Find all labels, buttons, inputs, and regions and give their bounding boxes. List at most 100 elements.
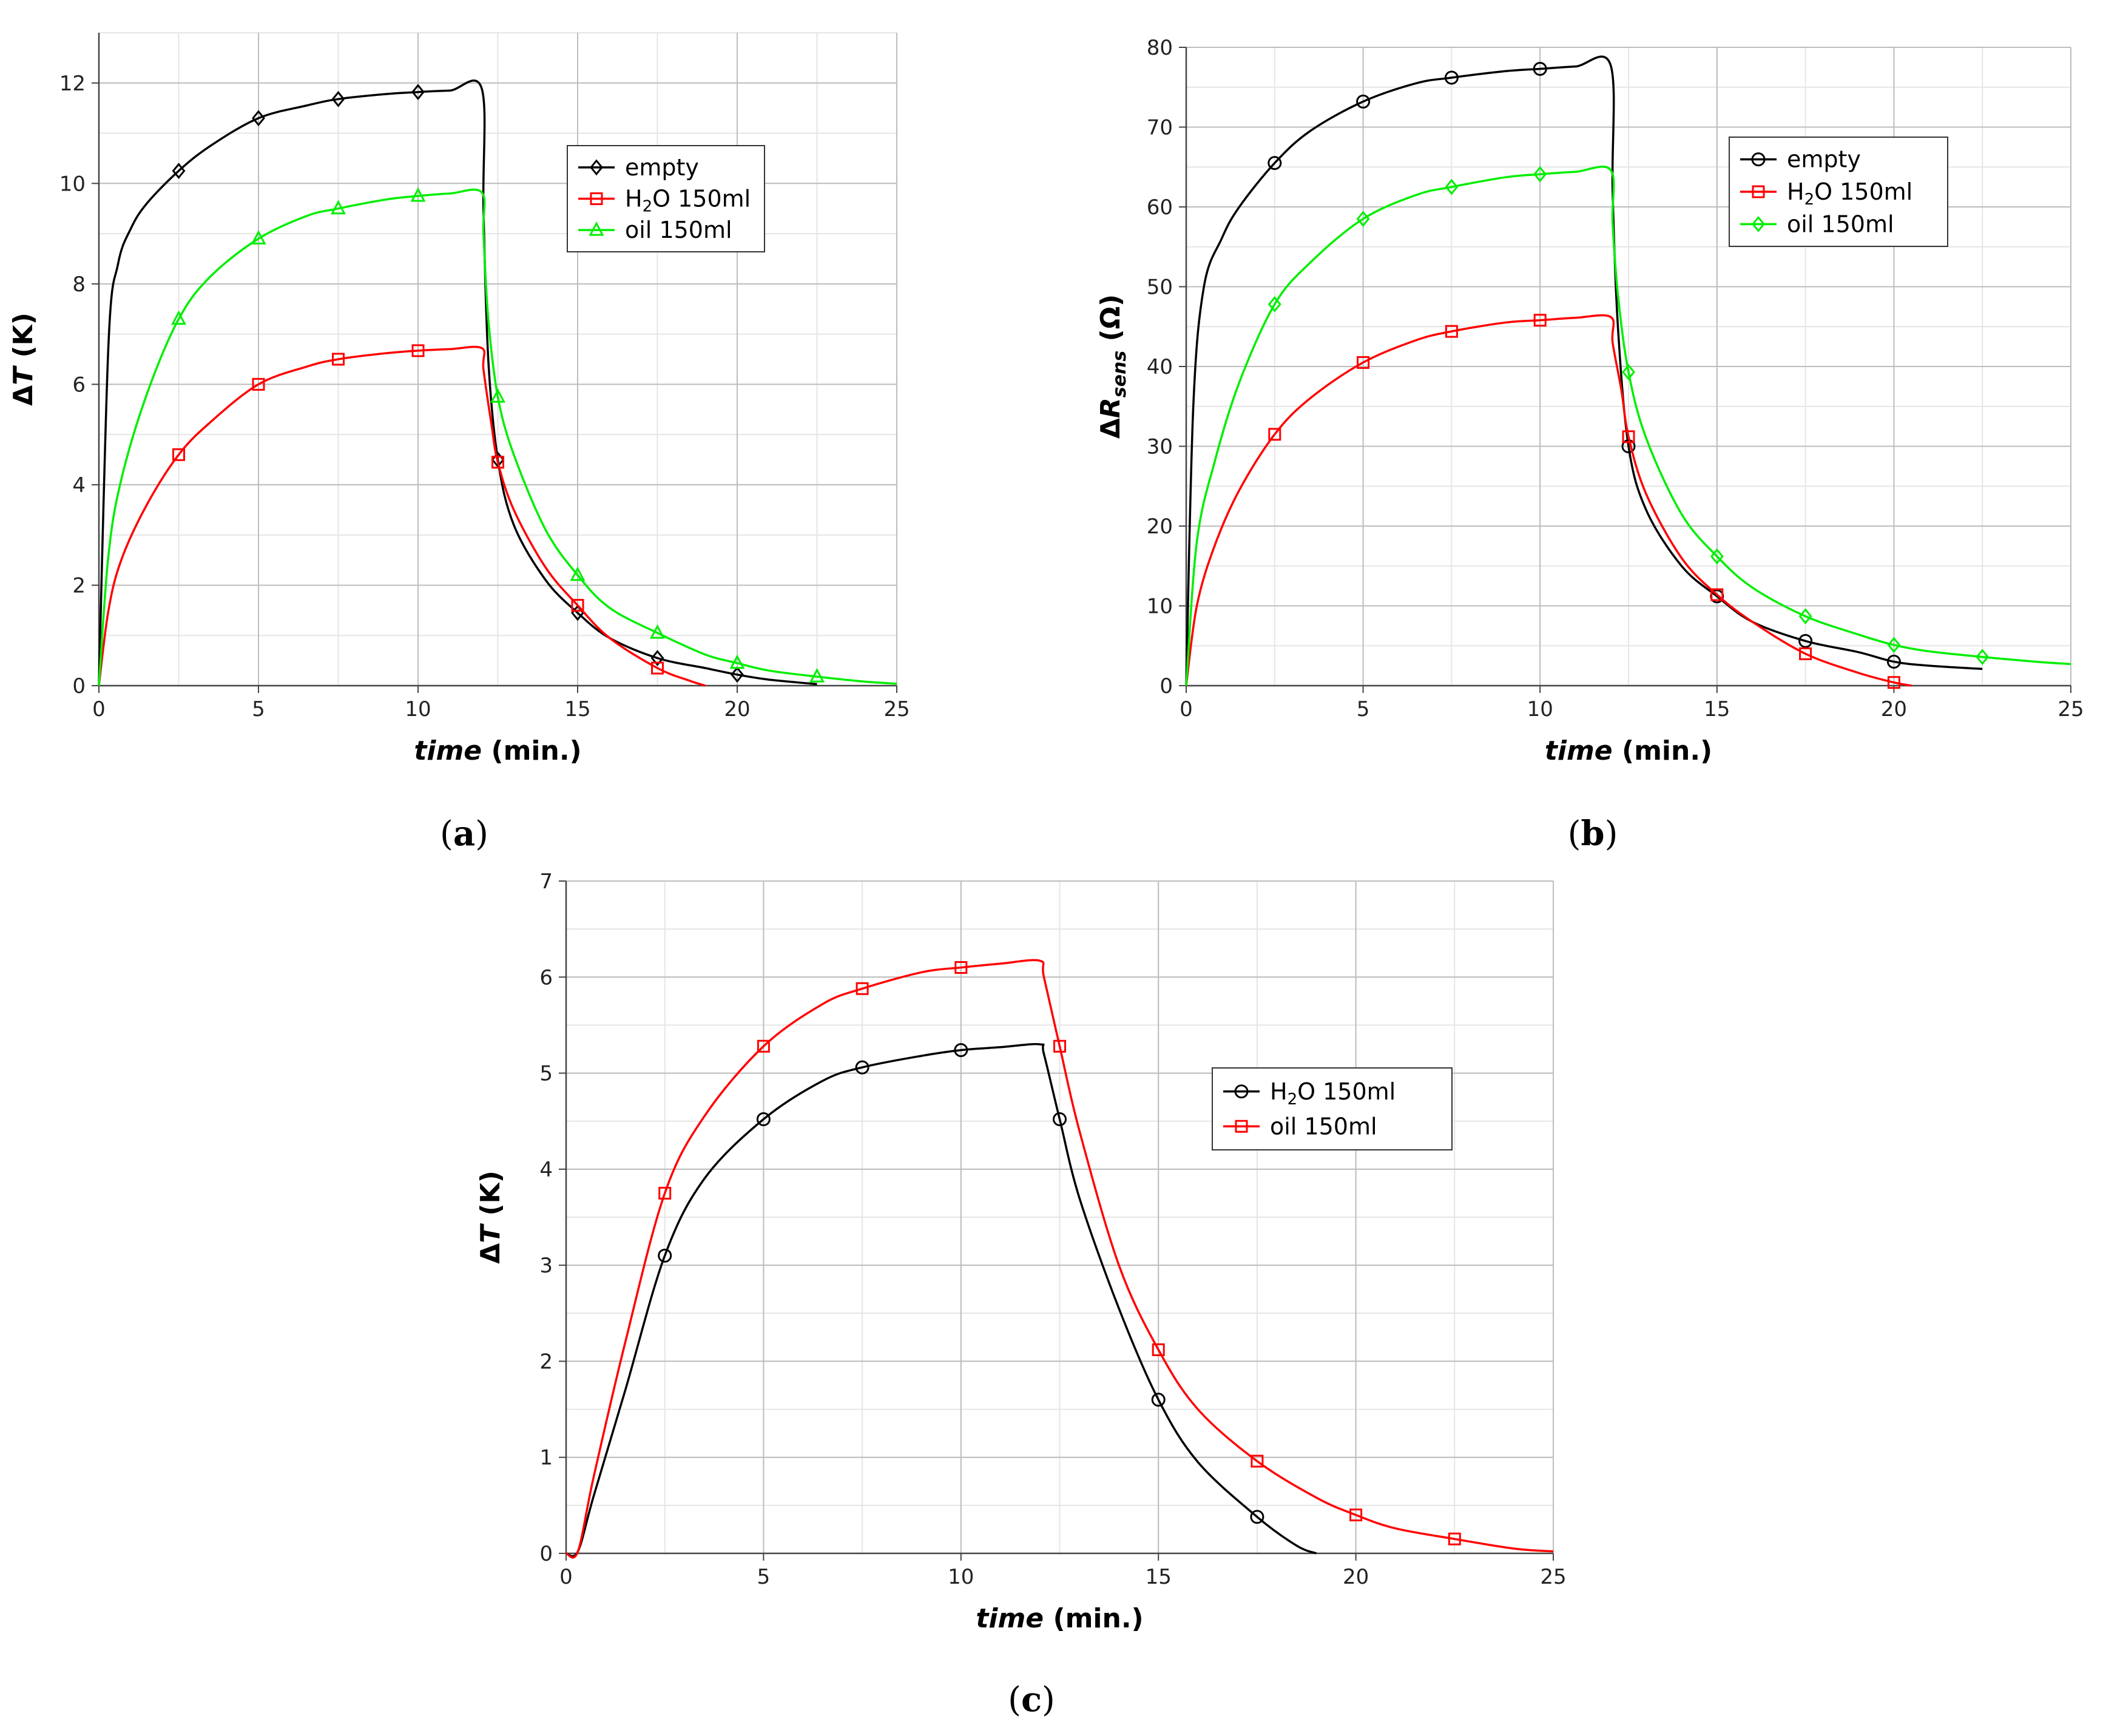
legend-marker <box>1235 1120 1248 1133</box>
data-marker <box>809 667 825 683</box>
y-axis-label-part: Δ <box>8 385 39 406</box>
x-tick-label: 0 <box>1180 697 1193 721</box>
data-marker <box>1887 676 1900 689</box>
data-marker <box>1356 211 1370 228</box>
y-tick-label: 10 <box>59 172 86 196</box>
y-axis-label: ΔRsens (Ω) <box>1095 294 1130 439</box>
data-marker <box>332 353 345 366</box>
y-axis-label-part: (Ω) <box>1095 294 1126 351</box>
series-line <box>98 188 897 686</box>
y-tick-label: 4 <box>72 473 86 498</box>
x-tick-label: 20 <box>724 697 750 721</box>
x-tick-label: 25 <box>2057 697 2084 721</box>
legend-label-part: oil 150ml <box>1270 1113 1377 1140</box>
legend-label-part: 2 <box>1804 191 1815 209</box>
y-tick-label: 12 <box>59 72 86 96</box>
y-tick-label: 70 <box>1147 116 1173 140</box>
legend-marker <box>1234 1084 1249 1099</box>
data-marker <box>1268 296 1281 312</box>
data-marker <box>1250 1510 1264 1524</box>
legend-label: oil 150ml <box>1787 211 1894 237</box>
y-tick-label: 8 <box>72 272 86 297</box>
data-marker <box>658 1248 672 1263</box>
legend-label-part: empty <box>625 154 699 181</box>
data-marker <box>491 456 504 469</box>
y-tick-label: 4 <box>539 1158 553 1182</box>
data-marker <box>650 624 665 639</box>
data-marker <box>1445 325 1458 338</box>
data-marker <box>757 1039 770 1053</box>
data-marker <box>1268 156 1282 171</box>
data-marker <box>1533 62 1547 76</box>
legend-label: H2O 150ml <box>1787 178 1912 209</box>
legend-label-part: O 150ml <box>1814 178 1912 205</box>
series-h2o-150ml <box>565 1042 1317 1558</box>
chart-caption: (c) <box>1008 1680 1055 1720</box>
minor-grid <box>98 32 897 686</box>
data-marker <box>1710 548 1724 565</box>
series-line <box>1185 55 1983 686</box>
caption-letter: b <box>1581 814 1604 854</box>
x-tick-label: 25 <box>883 697 910 721</box>
series-line <box>1185 165 2071 686</box>
legend-label-part: 2 <box>1288 1090 1298 1109</box>
y-tick-label: 6 <box>539 965 553 990</box>
y-axis-label: ΔT (K) <box>8 312 39 406</box>
data-marker <box>252 110 265 127</box>
data-marker <box>331 200 346 215</box>
y-axis-label-part: R <box>1095 397 1126 418</box>
legend-label-part: O 150ml <box>1297 1078 1396 1105</box>
legend-marker <box>589 221 604 236</box>
data-marker <box>954 1043 968 1058</box>
data-marker <box>1444 70 1459 85</box>
data-marker <box>410 187 426 202</box>
series-line <box>1185 314 1912 687</box>
chart-b: 0 5 10 15 20 25 0 10 20 30 40 50 60 70 80 time (min.) ΔR… <box>1095 36 2084 854</box>
data-marker <box>570 566 586 581</box>
y-tick-label: 5 <box>539 1062 553 1086</box>
data-marker <box>411 84 425 101</box>
y-axis-label-part: Δ <box>1095 418 1126 439</box>
series-oil-150ml <box>1185 165 2071 686</box>
data-marker <box>490 388 505 403</box>
x-tick-label: 10 <box>405 697 431 721</box>
series-line <box>565 1042 1317 1558</box>
data-marker <box>1356 94 1371 109</box>
data-marker <box>731 666 744 683</box>
y-axis-label-part: T <box>475 1223 506 1243</box>
data-marker <box>1268 428 1281 441</box>
data-marker <box>729 654 745 669</box>
data-marker <box>172 163 186 179</box>
legend-label: empty <box>625 154 699 181</box>
caption-paren: ( <box>1008 1680 1021 1720</box>
x-axis-label-unit: (min.) <box>1613 735 1713 766</box>
y-tick-label: 0 <box>539 1542 553 1566</box>
x-tick-label: 15 <box>1704 697 1730 721</box>
data-marker <box>1799 647 1812 660</box>
x-axis-label-unit: (min.) <box>482 735 582 766</box>
legend-marker <box>590 192 603 205</box>
caption-paren: ) <box>1605 814 1618 854</box>
x-tick-label: 0 <box>92 697 106 721</box>
data-marker <box>856 982 869 995</box>
x-tick-label: 5 <box>252 697 265 721</box>
y-tick-label: 0 <box>72 674 86 698</box>
major-grid <box>565 880 1554 1554</box>
y-tick-label: 50 <box>1147 275 1173 300</box>
legend-label-part: O 150ml <box>652 186 751 212</box>
data-marker <box>1976 649 1990 666</box>
data-marker <box>1251 1454 1264 1468</box>
chart-caption: (a) <box>440 814 488 854</box>
y-tick-label: 40 <box>1147 355 1173 379</box>
legend-label: H2O 150ml <box>625 186 751 216</box>
data-marker <box>1533 166 1547 183</box>
y-tick-label: 60 <box>1147 195 1173 220</box>
data-marker <box>1798 633 1813 648</box>
data-marker <box>1887 637 1901 654</box>
caption-paren: ) <box>1042 1680 1055 1720</box>
data-marker <box>954 961 968 974</box>
caption-paren: ( <box>1568 814 1581 854</box>
y-axis-label-part: (K) <box>475 1170 506 1225</box>
